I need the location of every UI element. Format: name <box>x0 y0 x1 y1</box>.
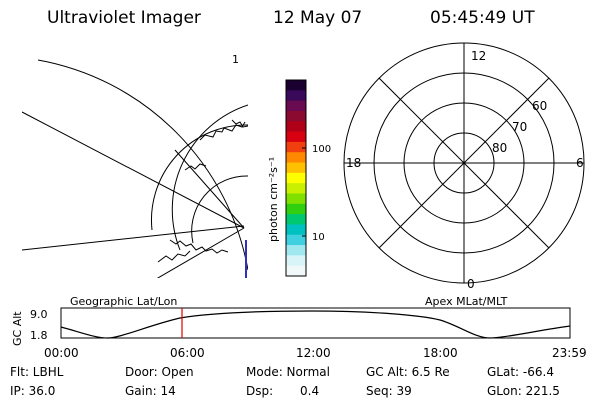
geo-panel-label: Geographic Lat/Lon <box>70 295 177 308</box>
colorbar: 100 10 photon cm⁻²s⁻¹ <box>267 79 331 277</box>
mlat-label-80: 80 <box>492 141 507 155</box>
colorbar-band <box>286 255 306 267</box>
colorbar-band <box>286 234 306 246</box>
meridian-line <box>156 227 245 278</box>
latitude-arc <box>191 175 248 244</box>
colorbar-band <box>286 214 306 225</box>
colorbar-band <box>286 265 306 277</box>
info-gain: Gain: 14 <box>125 384 176 398</box>
colorbar-band <box>286 162 306 174</box>
info-door: Door: Open <box>125 365 194 379</box>
colorbar-band <box>286 193 306 205</box>
coastline <box>231 119 248 128</box>
altitude-xtick-0: 00:00 <box>44 346 79 360</box>
colorbar-band <box>286 90 306 102</box>
colorbar-band <box>286 245 306 256</box>
colorbar-band <box>286 110 306 122</box>
polar-plot <box>343 42 585 284</box>
coastline <box>157 250 191 263</box>
mlat-label-60: 60 <box>532 99 547 113</box>
mlt-label-0: 0 <box>467 277 475 291</box>
colorbar-band <box>286 141 306 153</box>
info-ip: IP: 36.0 <box>10 384 56 398</box>
colorbar-band <box>286 100 306 112</box>
polar-panel-label: Apex MLat/MLT <box>425 295 508 308</box>
meridian-line <box>174 149 245 229</box>
altitude-xtick-3: 18:00 <box>423 346 458 360</box>
colorbar-band <box>286 121 306 133</box>
instrument-title: Ultraviolet Imager <box>47 8 201 28</box>
colorbar-band <box>286 203 306 215</box>
info-gc-alt: GC Alt: 6.5 Re <box>366 365 450 379</box>
info-mode: Mode: Normal <box>246 365 330 379</box>
colorbar-band <box>286 131 306 143</box>
info-dsp-label: Dsp: <box>246 384 274 398</box>
altitude-ytick-high: 9.0 <box>30 308 48 321</box>
colorbar-band <box>286 224 306 236</box>
info-dsp-value: 0.4 <box>300 384 320 398</box>
date-label: 12 May 07 <box>273 8 363 28</box>
info-glat: GLat: -66.4 <box>487 365 554 379</box>
altitude-xtick-1: 06:00 <box>170 346 205 360</box>
info-glon: GLon: 221.5 <box>487 384 560 398</box>
altitude-ytick-low: 1.8 <box>30 329 48 342</box>
meridian-line <box>22 111 245 229</box>
meridian-line <box>22 225 245 251</box>
colorbar-tick-100: 100 <box>312 144 331 155</box>
colorbar-unit-label: photon cm⁻²s⁻¹ <box>267 157 280 242</box>
info-flt: Flt: LBHL <box>10 365 64 379</box>
mlt-label-12: 12 <box>471 49 486 63</box>
altitude-curve <box>60 310 571 339</box>
colorbar-band <box>286 172 306 184</box>
latitude-arc <box>37 59 248 271</box>
colorbar-tick-10: 10 <box>312 232 325 243</box>
coastline <box>199 121 246 141</box>
altitude-xtick-2: 12:00 <box>296 346 331 360</box>
latitude-arc <box>150 124 248 231</box>
mlat-label-70: 70 <box>512 120 527 134</box>
latitude-arc <box>171 104 248 251</box>
map-corner-mark: 1 <box>232 53 239 66</box>
coastline <box>169 239 229 254</box>
mlt-label-6: 6 <box>576 156 584 170</box>
time-label: 05:45:49 UT <box>430 8 535 28</box>
altitude-xtick-4: 23:59 <box>552 346 587 360</box>
coastline <box>184 163 207 171</box>
altitude-ylabel: GC Alt <box>11 311 24 346</box>
altitude-plot: 9.0 1.8 GC Alt 00:00 06:00 12:00 18:00 2… <box>11 307 587 360</box>
colorbar-band <box>286 152 306 164</box>
colorbar-band <box>286 80 306 91</box>
colorbar-band <box>286 183 306 194</box>
mlt-label-18: 18 <box>346 156 361 170</box>
info-seq: Seq: 39 <box>366 384 412 398</box>
